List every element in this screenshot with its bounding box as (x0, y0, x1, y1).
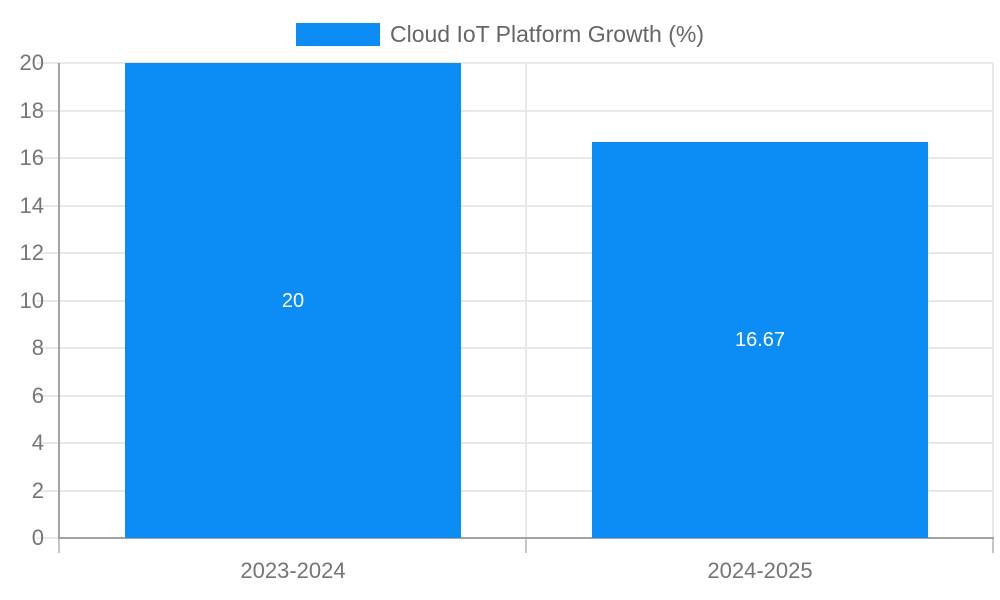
bar-value-label: 16.67 (734, 329, 786, 351)
x-tick-mark (992, 539, 994, 553)
v-gridline (992, 63, 994, 538)
y-tick-mark (37, 157, 59, 159)
y-axis-tick-label: 16 (19, 145, 44, 170)
y-tick-mark (37, 62, 59, 64)
legend-label: Cloud IoT Platform Growth (%) (389, 21, 704, 47)
y-tick-mark (37, 394, 59, 397)
legend-swatch (295, 22, 380, 46)
y-tick-mark (37, 252, 59, 254)
legend: Cloud IoT Platform Growth (%) (0, 20, 1000, 48)
y-tick-mark (37, 347, 59, 349)
y-axis-tick-label: 20 (19, 50, 44, 75)
y-tick-mark (37, 109, 59, 112)
x-axis-category-label: 2024-2025 (707, 558, 813, 583)
x-axis-line (58, 537, 994, 539)
bar-2024-2025[interactable] (592, 142, 928, 538)
y-tick-mark (37, 489, 59, 492)
y-axis-tick-label: 6 (31, 382, 44, 408)
y-axis-tick-label: 2 (31, 477, 44, 503)
y-axis-tick-label: 14 (19, 192, 44, 218)
y-tick-mark (37, 442, 59, 444)
y-axis-tick-label: 4 (31, 430, 44, 455)
bar-value-label: 20 (281, 290, 305, 312)
bar-2023-2024[interactable] (125, 63, 461, 538)
y-tick-mark (37, 537, 59, 539)
y-tick-mark (37, 204, 59, 207)
x-tick-mark (58, 539, 60, 553)
y-axis-line (58, 63, 60, 540)
x-tick-mark (525, 539, 527, 553)
y-axis-tick-label: 18 (19, 97, 44, 123)
y-axis-tick-label: 10 (19, 287, 44, 313)
y-axis-tick-label: 12 (19, 240, 44, 265)
y-axis-tick-label: 8 (31, 335, 44, 360)
x-axis-category-label: 2023-2024 (240, 558, 346, 583)
v-gridline (525, 63, 527, 538)
y-tick-mark (37, 299, 59, 302)
y-axis-tick-label: 0 (31, 525, 44, 550)
